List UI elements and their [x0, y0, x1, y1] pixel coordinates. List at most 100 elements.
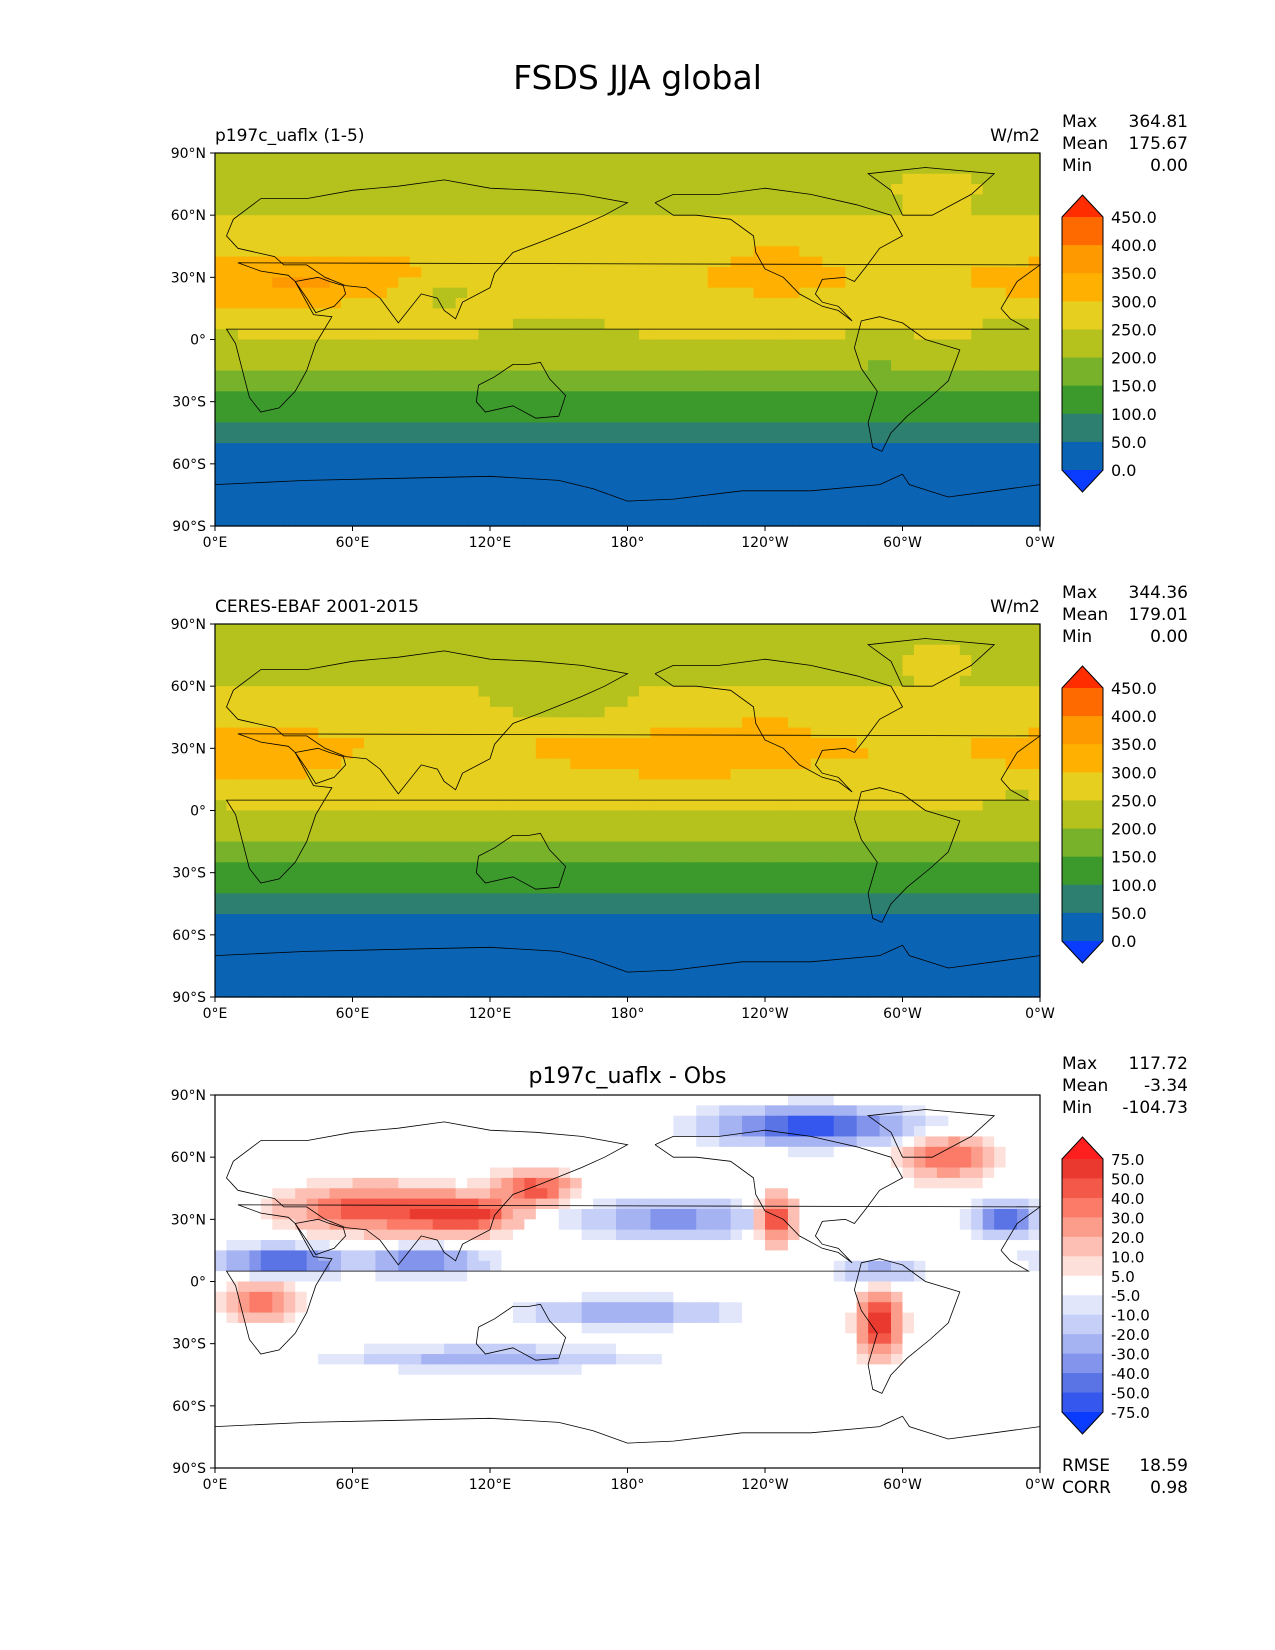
map-cell: [283, 184, 296, 196]
map-cell: [570, 463, 583, 475]
map-cell: [1028, 484, 1041, 496]
map-cell: [822, 360, 835, 372]
map-cell: [742, 184, 755, 196]
map-cell: [341, 204, 354, 216]
map-cell: [765, 675, 778, 687]
map-cell: [707, 453, 720, 465]
map-cell: [730, 194, 743, 206]
map-cell: [627, 380, 640, 392]
map-cell: [753, 298, 766, 310]
map-cell: [329, 349, 342, 361]
map-cell: [673, 215, 686, 227]
map-cell: [593, 370, 606, 382]
lat-tick-label: 60°S: [172, 457, 206, 473]
map-cell: [318, 634, 331, 646]
map-cell: [845, 153, 858, 164]
map-cell: [558, 401, 571, 413]
map-cell: [352, 370, 365, 382]
map-cell: [673, 266, 686, 278]
map-cell: [604, 634, 617, 646]
map-cell: [409, 706, 422, 718]
map-cell: [971, 696, 984, 708]
map-cell: [742, 163, 755, 175]
map-cell: [696, 644, 709, 656]
map-cell: [409, 256, 422, 268]
map-cell: [432, 391, 445, 403]
map-cell: [398, 194, 411, 206]
map-cell: [272, 391, 285, 403]
map-cell: [249, 665, 262, 677]
map-cell: [295, 277, 308, 289]
map-cell: [879, 675, 892, 687]
map-cell: [822, 225, 835, 237]
map-cell: [730, 225, 743, 237]
map-cell: [787, 432, 800, 444]
map-cell: [936, 505, 949, 517]
map-cell: [925, 235, 938, 247]
map-cell: [994, 634, 1007, 646]
map-cell: [558, 484, 571, 496]
map-cell: [787, 422, 800, 434]
map-cell: [696, 246, 709, 258]
map-cell: [570, 391, 583, 403]
map-cell: [730, 215, 743, 227]
map-cell: [936, 298, 949, 310]
map-cell: [363, 380, 377, 392]
map-cell: [971, 277, 984, 289]
map-cell: [879, 266, 892, 278]
colorbar-label: 150.0: [1111, 377, 1157, 396]
map-cell: [753, 153, 766, 164]
map-cell: [696, 412, 709, 423]
map-cell: [913, 665, 927, 677]
map-cell: [787, 453, 800, 465]
map-cell: [868, 432, 881, 444]
map-cell: [501, 686, 514, 698]
map-cell: [363, 432, 377, 444]
map-cell: [455, 675, 468, 687]
map-cell: [306, 505, 319, 517]
map-cell: [409, 505, 422, 517]
map-cell: [856, 634, 869, 646]
map-cell: [936, 360, 949, 372]
map-cell: [822, 443, 835, 455]
map-cell: [409, 401, 422, 413]
map-cell: [558, 412, 571, 423]
map-cell: [913, 277, 927, 289]
map-cell: [478, 675, 491, 687]
map-cell: [719, 246, 732, 258]
map-cell: [776, 706, 789, 718]
map-cell: [363, 225, 377, 237]
map-cell: [913, 463, 927, 475]
lon-tick-label: 120°E: [469, 535, 512, 551]
map-cell: [684, 675, 697, 687]
map-cell: [226, 443, 239, 455]
map-cell: [845, 318, 858, 330]
map-cell: [913, 153, 927, 164]
map-cell: [730, 706, 743, 718]
map-cell: [272, 329, 285, 341]
map-cell: [341, 235, 354, 247]
map-cell: [948, 634, 961, 646]
map-cell: [822, 308, 835, 320]
map-cell: [215, 401, 228, 413]
map-cell: [650, 665, 663, 677]
map-cell: [272, 401, 285, 413]
map-cell: [604, 277, 617, 289]
map-cell: [833, 432, 846, 444]
map-cell: [455, 380, 468, 392]
map-cell: [455, 474, 468, 486]
map-cell: [512, 624, 525, 635]
map-cell: [1017, 287, 1030, 299]
map-cell: [1017, 505, 1030, 517]
map-cell: [386, 474, 399, 486]
map-cell: [501, 391, 514, 403]
map-cell: [856, 412, 869, 423]
map-cell: [879, 515, 892, 527]
map-cell: [925, 370, 938, 382]
map-cell: [765, 318, 778, 330]
map-cell: [501, 235, 514, 247]
map-cell: [982, 339, 995, 351]
map-cell: [386, 277, 399, 289]
map-cell: [226, 474, 239, 486]
map-cell: [478, 360, 491, 372]
